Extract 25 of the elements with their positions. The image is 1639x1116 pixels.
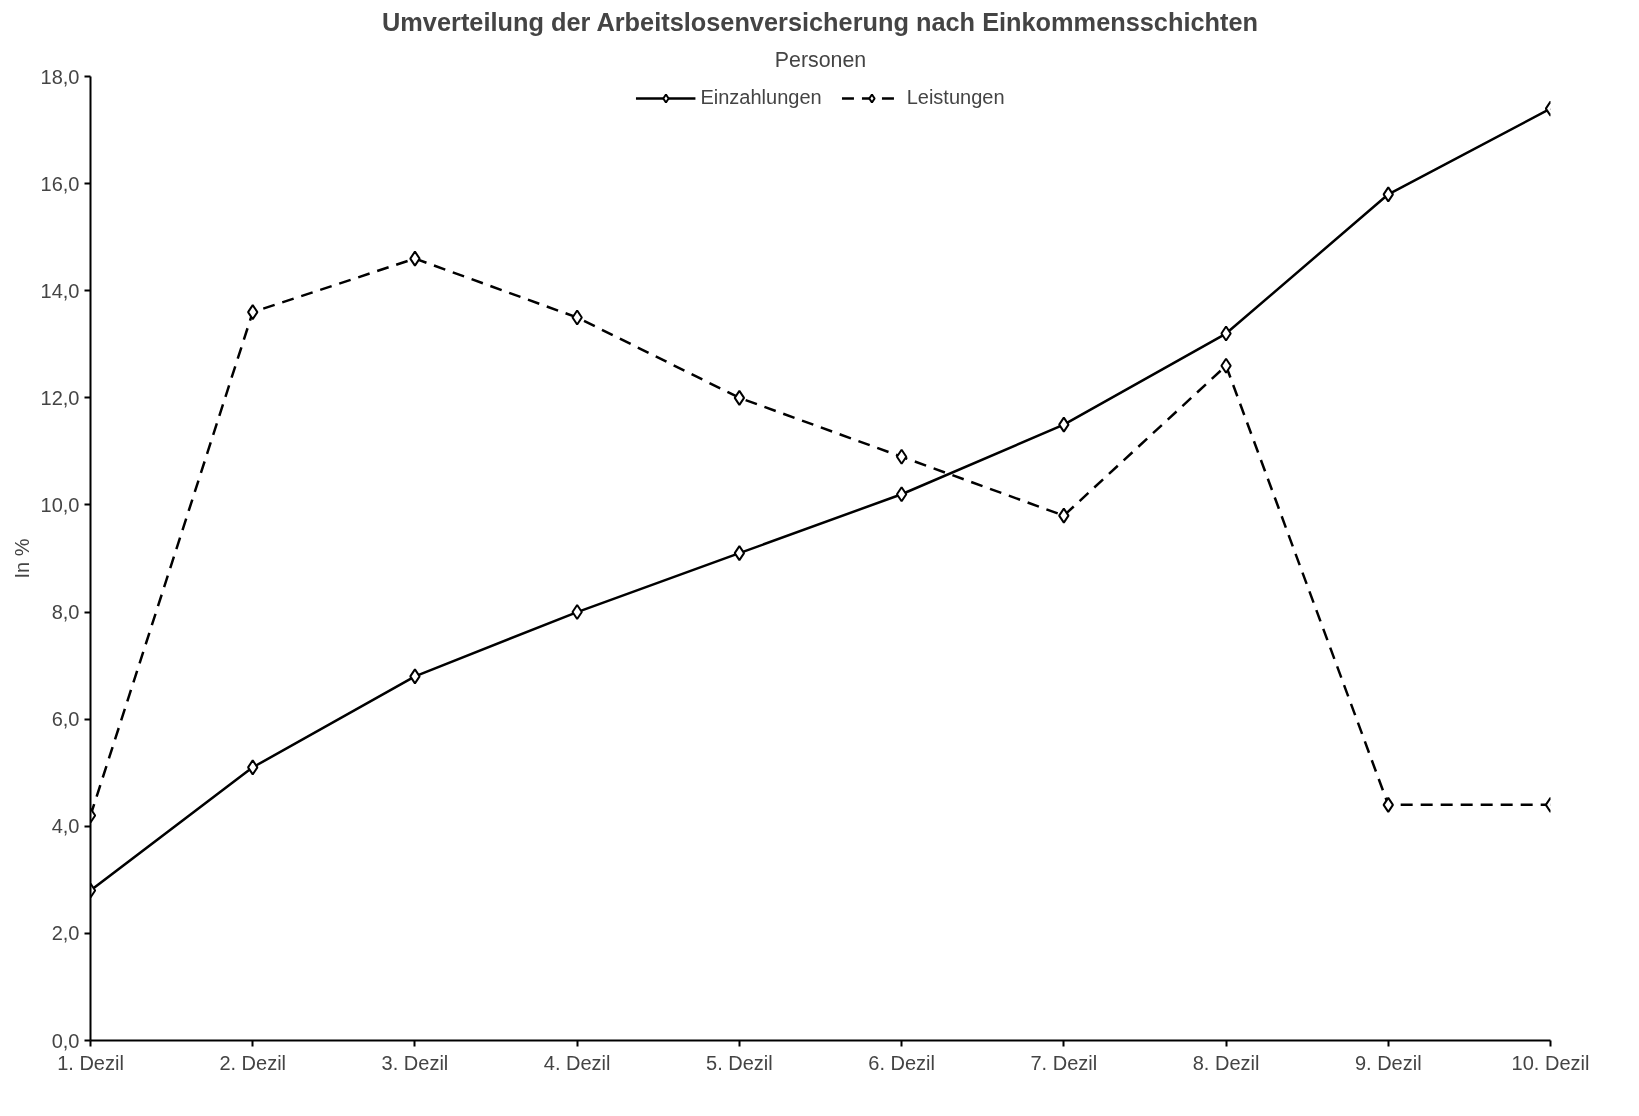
x-tick-label: 4. Dezil	[543, 1051, 611, 1074]
x-tick-label: 2. Dezil	[219, 1051, 287, 1074]
x-tick-label: 6. Dezil	[868, 1051, 935, 1074]
legend-label: Einzahlungen	[700, 86, 822, 109]
x-tick-label: 3. Dezil	[381, 1051, 449, 1074]
x-tick-label: 7. Dezil	[1030, 1051, 1098, 1074]
y-tick-label: 8,0	[51, 601, 80, 624]
y-tick-label: 2,0	[51, 922, 80, 945]
x-tick-label: 8. Dezil	[1192, 1051, 1260, 1074]
y-tick-label: 10,0	[40, 493, 80, 516]
x-tick-label: 9. Dezil	[1354, 1051, 1422, 1074]
y-tick-label: 0,0	[51, 1029, 80, 1052]
y-tick-label: 18,0	[40, 65, 80, 88]
chart-subtitle: Personen	[774, 47, 867, 72]
x-tick-label: 1. Dezil	[57, 1051, 124, 1074]
y-tick-label: 6,0	[51, 708, 80, 731]
y-tick-label: 4,0	[51, 815, 80, 838]
x-tick-label: 10. Dezil	[1511, 1051, 1590, 1074]
x-tick-label: 5. Dezil	[706, 1051, 773, 1074]
y-tick-label: 16,0	[40, 172, 80, 195]
y-tick-label: 12,0	[40, 386, 80, 409]
legend-label: Leistungen	[906, 86, 1005, 109]
y-tick-label: 14,0	[40, 279, 80, 302]
y-axis-title: In %	[10, 538, 33, 579]
chart-title: Umverteilung der Arbeitslosenversicherung nach Einkommensschichten	[382, 7, 1259, 36]
